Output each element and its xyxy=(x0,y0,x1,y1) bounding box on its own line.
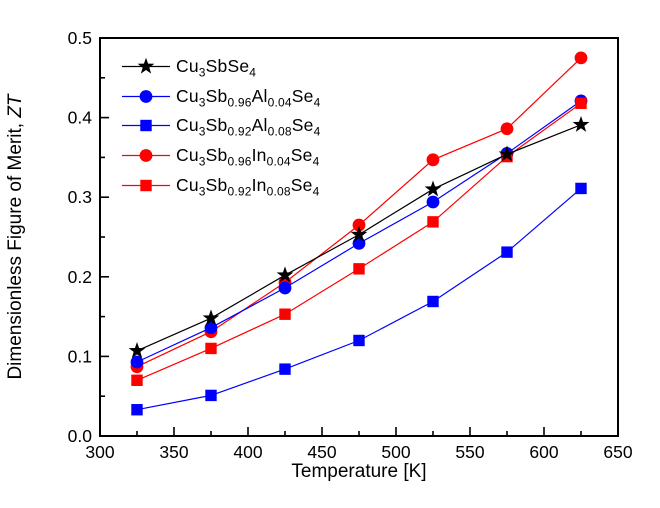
x-axis-title: Temperature [K] xyxy=(291,461,427,482)
square-marker xyxy=(427,216,439,228)
y-axis-title: Dimensionless Figure of Merit, ZT xyxy=(5,27,27,447)
square-marker xyxy=(427,295,439,308)
x-tick-label: 600 xyxy=(529,442,558,462)
square-marker xyxy=(353,334,365,347)
square-legend-icon xyxy=(122,120,170,132)
circle-marker xyxy=(204,321,218,335)
square-legend-icon xyxy=(122,179,170,191)
square-marker xyxy=(205,389,217,402)
star-marker xyxy=(137,57,155,74)
x-tick-label: 650 xyxy=(603,442,632,462)
legend-item-Cu3SbSe4: Cu3SbSe4 xyxy=(121,52,320,82)
circle-marker xyxy=(426,195,440,209)
y-tick-label: 0.3 xyxy=(68,187,92,207)
circle-marker xyxy=(426,153,440,167)
legend-label: Cu3Sb0.92Al0.08Se4 xyxy=(176,115,321,139)
circle-marker xyxy=(139,149,153,162)
y-tick-label: 0.1 xyxy=(68,346,92,366)
x-tick-labels: 300 350 400 450 500 550 600 650 xyxy=(85,442,632,462)
star-marker xyxy=(128,342,146,358)
circle-marker xyxy=(278,281,292,295)
x-tick-label: 450 xyxy=(307,442,336,462)
legend-item-Cu3Sb0.92Al0.08Se4: Cu3Sb0.92Al0.08Se4 xyxy=(121,111,320,141)
square-marker xyxy=(501,246,513,258)
circle-marker xyxy=(130,355,144,369)
square-marker xyxy=(205,342,217,355)
x-tick-label: 550 xyxy=(455,442,484,462)
y-axis-title-zt: ZT xyxy=(5,94,26,118)
circle-marker xyxy=(574,51,588,65)
square-marker xyxy=(279,308,291,320)
square-marker xyxy=(575,97,587,109)
square-marker xyxy=(140,120,152,132)
circle-legend-icon xyxy=(122,89,170,103)
y-axis-ticks xyxy=(100,37,109,437)
star-marker xyxy=(424,180,442,197)
x-axis-ticks xyxy=(99,427,619,436)
square-marker xyxy=(279,363,291,375)
circle-marker xyxy=(139,89,153,103)
square-marker xyxy=(131,374,143,386)
legend-item-Cu3Sb0.92In0.08Se4: Cu3Sb0.92In0.08Se4 xyxy=(121,170,320,200)
x-tick-label: 400 xyxy=(233,442,262,462)
series-Cu3Sb0.92Al0.08Se4 xyxy=(131,182,587,416)
y-tick-label: 0.4 xyxy=(68,108,93,128)
y-tick-label: 0.0 xyxy=(68,426,93,446)
legend-label: Cu3Sb0.96In0.04Se4 xyxy=(176,145,320,169)
star-marker xyxy=(572,115,590,132)
y-axis-title-text: Dimensionless Figure of Merit, xyxy=(5,117,26,380)
legend-label: Cu3Sb0.96Al0.04Se4 xyxy=(176,85,321,110)
star-marker xyxy=(498,145,516,162)
legend: Cu3SbSe4 Cu3Sb0.96Al0.04Se4 Cu3Sb0.92Al0.0… xyxy=(121,52,320,200)
circle-legend-icon xyxy=(122,149,170,162)
y-tick-label: 0.5 xyxy=(68,28,92,48)
star-marker xyxy=(202,309,220,326)
legend-item-Cu3Sb0.96In0.04Se4: Cu3Sb0.96In0.04Se4 xyxy=(121,141,320,171)
x-tick-label: 300 xyxy=(85,442,114,462)
square-marker xyxy=(131,404,143,416)
legend-item-Cu3Sb0.96Al0.04Se4: Cu3Sb0.96Al0.04Se4 xyxy=(121,82,320,112)
circle-marker xyxy=(352,236,366,250)
series-Cu3SbSe4 xyxy=(128,115,590,358)
legend-label: Cu3Sb0.92In0.08Se4 xyxy=(176,174,320,199)
star-legend-icon xyxy=(122,57,170,74)
x-tick-label: 350 xyxy=(159,442,188,462)
star-marker xyxy=(276,266,294,283)
square-marker xyxy=(575,182,587,195)
circle-marker xyxy=(352,218,366,232)
circle-marker xyxy=(500,122,514,136)
legend-label: Cu3SbSe4 xyxy=(176,56,257,80)
y-tick-label: 0.2 xyxy=(68,267,92,287)
y-tick-labels: 0.0 0.1 0.2 0.3 0.4 0.5 xyxy=(68,28,93,446)
square-marker xyxy=(140,179,152,191)
square-marker xyxy=(353,263,365,275)
x-tick-label: 500 xyxy=(381,442,410,462)
star-marker xyxy=(350,225,368,242)
